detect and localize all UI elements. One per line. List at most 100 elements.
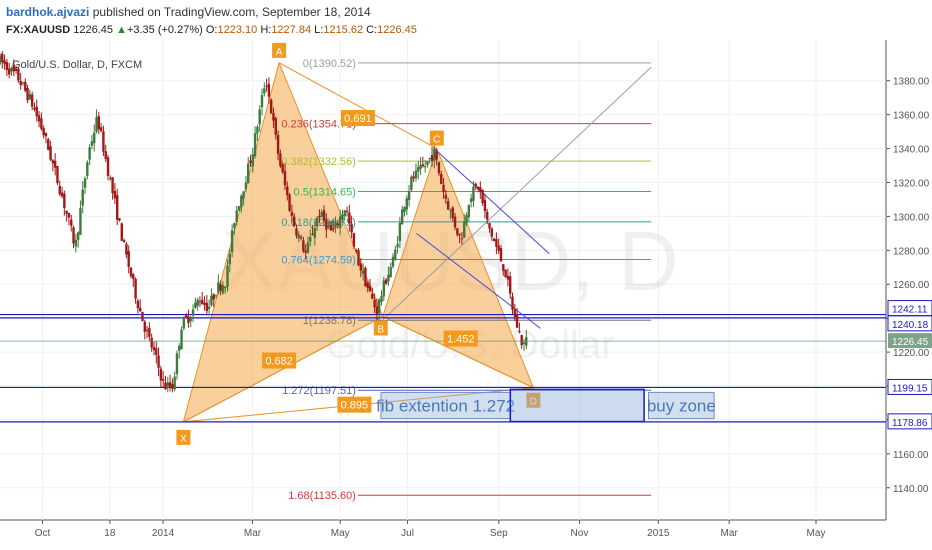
candle-body: [51, 160, 55, 164]
ratio-box: [262, 352, 297, 369]
candle-body: [400, 209, 404, 225]
series-title: Gold/U.S. Dollar, D, FXCM: [12, 59, 142, 71]
candle-body: [26, 87, 29, 101]
candle-body: [187, 316, 190, 323]
candle-body: [148, 327, 151, 337]
close-value: 1226.45: [377, 24, 417, 36]
candle-body: [141, 311, 144, 322]
high-value: 1227.84: [271, 24, 312, 36]
candle-body: [49, 146, 52, 160]
candle-body: [446, 201, 450, 210]
candle-body: [42, 128, 45, 136]
x-tick-label: Mar: [721, 528, 739, 539]
candle-body: [240, 195, 243, 208]
published-text: published on TradingView.com, September …: [92, 5, 371, 19]
candle-body: [375, 306, 379, 315]
candle-body: [1, 53, 4, 63]
price-label-text: 1178.86: [892, 418, 928, 429]
candle-body: [157, 355, 160, 368]
candle-body: [315, 217, 319, 227]
candle-body: [357, 250, 360, 266]
candle-body: [113, 190, 117, 199]
candle-body: [309, 236, 312, 242]
candle-body: [233, 223, 236, 229]
candle-body: [235, 210, 238, 223]
candle-body: [341, 214, 344, 220]
candle-body: [3, 60, 6, 65]
pattern-point-label: C: [433, 135, 440, 146]
candle-body: [350, 223, 353, 233]
price-label-box: [887, 413, 932, 430]
buy-zone-rect: [509, 388, 645, 423]
y-tick-label: 1220.00: [893, 348, 930, 359]
candle-body: [203, 302, 206, 305]
candle-body: [5, 62, 9, 71]
candle-body: [37, 115, 41, 122]
candle-body: [7, 68, 11, 75]
candle-body: [129, 267, 133, 277]
candle-body: [178, 345, 181, 351]
candle-body: [272, 112, 275, 121]
candle-body: [488, 222, 491, 229]
candle-body: [380, 296, 383, 302]
pattern-point-box: [176, 429, 191, 445]
candle-body: [81, 189, 84, 206]
candle-body: [224, 286, 227, 289]
candle-body: [267, 84, 271, 97]
candle-body: [304, 250, 307, 253]
author-link[interactable]: bardhok.ajvazi: [6, 5, 90, 19]
candle-body: [132, 274, 135, 280]
candle-body: [230, 230, 234, 253]
candle-body: [295, 228, 298, 236]
candle-body: [325, 219, 328, 230]
candle-body: [214, 295, 218, 297]
x-tick-label: Mar: [244, 528, 262, 539]
candle-body: [93, 132, 96, 144]
candle-body: [371, 293, 374, 299]
candle-body: [279, 153, 282, 167]
candle-body: [90, 141, 94, 146]
candle-body: [258, 109, 261, 125]
low-label: L:: [314, 24, 324, 36]
candle-body: [479, 187, 482, 193]
candle-body: [201, 299, 204, 305]
candle-body: [212, 294, 215, 300]
open-value: 1223.10: [217, 24, 258, 36]
candle-body: [120, 223, 124, 241]
candle-body: [161, 379, 165, 381]
candle-body: [283, 171, 287, 186]
price-chart[interactable]: 1140.001160.001180.001200.001220.001240.…: [0, 40, 932, 550]
candle-body: [72, 227, 75, 244]
close-label: C:: [366, 24, 378, 36]
price-axis-area: [886, 40, 932, 550]
candle-body: [320, 211, 323, 217]
candle-body: [247, 163, 250, 184]
candle-body: [495, 239, 498, 247]
candle-body: [99, 127, 103, 131]
ratio-label: 0.682: [265, 356, 293, 368]
candle-body: [106, 157, 110, 176]
x-tick-label: 2015: [647, 528, 670, 539]
candle-body: [145, 329, 149, 331]
candle-body: [111, 177, 114, 194]
fib-level-label: 0.236(1354.71): [281, 119, 356, 131]
candle-body: [463, 221, 466, 238]
candle-body: [109, 177, 112, 179]
candle-body: [336, 223, 340, 226]
candle-body: [460, 238, 464, 240]
candle-body: [407, 191, 411, 201]
candle-body: [30, 94, 34, 107]
candle-body: [97, 116, 101, 130]
pattern-line-bd: [382, 316, 534, 389]
candle-body: [53, 160, 57, 168]
candle-body: [166, 382, 169, 387]
candle-body: [17, 68, 20, 81]
candle-body: [522, 342, 526, 344]
candle-body: [405, 198, 408, 210]
y-tick-label: 1260.00: [893, 280, 930, 291]
pattern-point-label: B: [377, 324, 384, 335]
candle-body: [499, 248, 503, 262]
buy-zone-box: [648, 391, 715, 420]
candle-body: [414, 170, 418, 179]
y-tick-label: 1320.00: [893, 178, 930, 189]
